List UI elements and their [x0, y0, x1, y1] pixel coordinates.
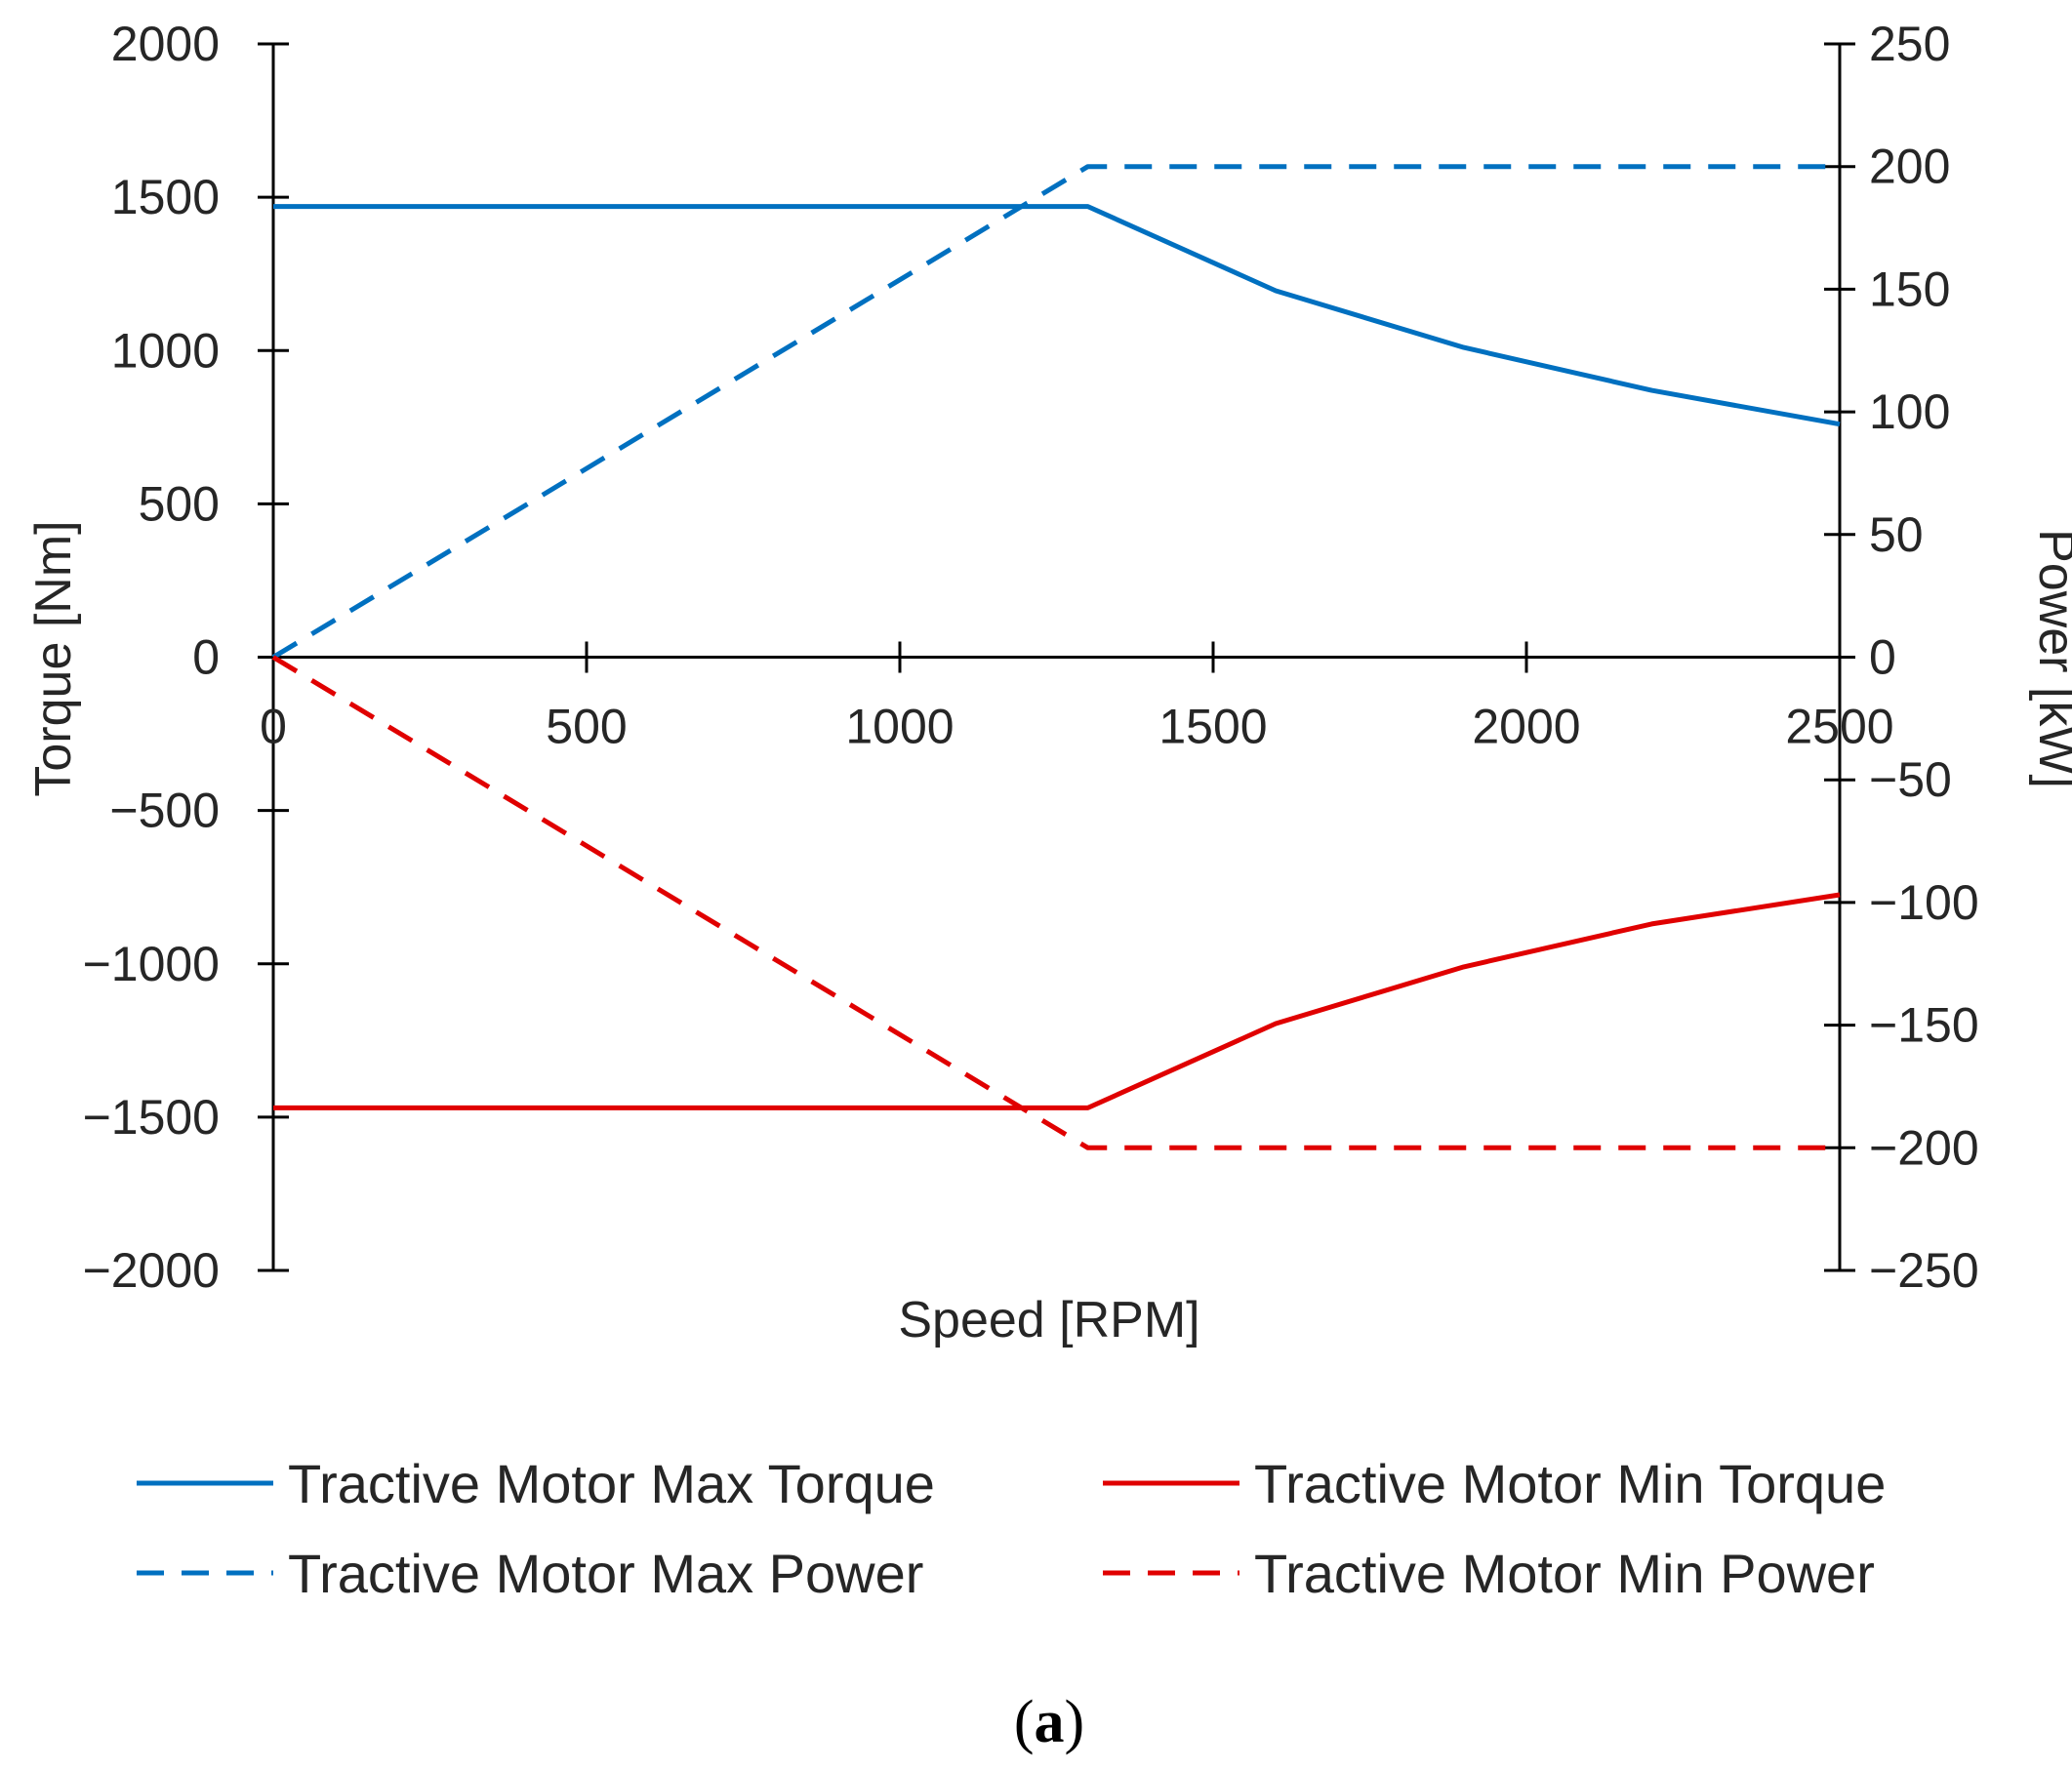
y-right-tick-label: −150 [1869, 998, 1979, 1053]
y-left-tick-label: 500 [139, 476, 220, 531]
y-right-tick-label: 150 [1869, 262, 1950, 316]
legend-label-tractive-motor-max-torque: Tractive Motor Max Torque [288, 1453, 935, 1514]
tick-labels: 2000150010005000−500−1000−1500−200025020… [83, 17, 1979, 1298]
series-tractive-motor-min-torque [273, 892, 1841, 1110]
y-right-tick-label: 200 [1869, 140, 1950, 194]
y-left-tick-label: −500 [109, 784, 220, 838]
y-left-axis-title: Torque [Nm] [25, 520, 82, 796]
y-left-tick-label: −2000 [83, 1243, 220, 1298]
caption-letter: a [1035, 1689, 1065, 1755]
y-left-tick-label: 1000 [111, 323, 220, 378]
legend-label-tractive-motor-min-torque: Tractive Motor Min Torque [1254, 1453, 1886, 1514]
y-right-tick-label: −200 [1869, 1120, 1979, 1175]
y-left-tick-label: −1000 [83, 937, 220, 991]
axes [258, 42, 1855, 1272]
legend-label-tractive-motor-max-power: Tractive Motor Max Power [288, 1543, 923, 1604]
y-left-tick-label: 0 [192, 630, 220, 685]
y-right-tick-label: 100 [1869, 384, 1950, 439]
y-right-tick-label: −100 [1869, 875, 1979, 930]
x-tick-label: 0 [260, 700, 287, 754]
y-right-tick-label: −250 [1869, 1243, 1979, 1298]
y-left-tick-label: 2000 [111, 17, 220, 71]
caption-open-paren: ( [1014, 1689, 1035, 1755]
y-left-tick-label: −1500 [83, 1090, 220, 1145]
series-lines [271, 164, 1841, 1150]
x-tick-label: 2500 [1785, 700, 1893, 754]
y-right-tick-label: 50 [1869, 507, 1924, 562]
legend: Tractive Motor Max Torque Tractive Motor … [137, 1453, 1886, 1604]
figure-caption: (a) [1014, 1689, 1084, 1755]
x-axis-title: Speed [RPM] [898, 1292, 1199, 1348]
series-tractive-motor-max-torque [273, 204, 1841, 427]
x-tick-label: 500 [546, 700, 627, 754]
legend-label-tractive-motor-min-power: Tractive Motor Min Power [1254, 1543, 1875, 1604]
y-right-tick-label: 0 [1869, 630, 1896, 685]
x-tick-label: 1000 [845, 700, 954, 754]
series-tractive-motor-min-power [271, 655, 1840, 1150]
y-right-tick-label: 250 [1869, 17, 1950, 71]
series-tractive-motor-max-power [271, 164, 1840, 660]
y-right-axis-title: Power [kW] [2028, 529, 2072, 788]
y-left-tick-label: 1500 [111, 170, 220, 224]
caption-close-paren: ) [1065, 1689, 1085, 1755]
x-tick-label: 2000 [1472, 700, 1580, 754]
x-tick-label: 1500 [1158, 700, 1267, 754]
y-right-tick-label: −50 [1869, 752, 1952, 807]
